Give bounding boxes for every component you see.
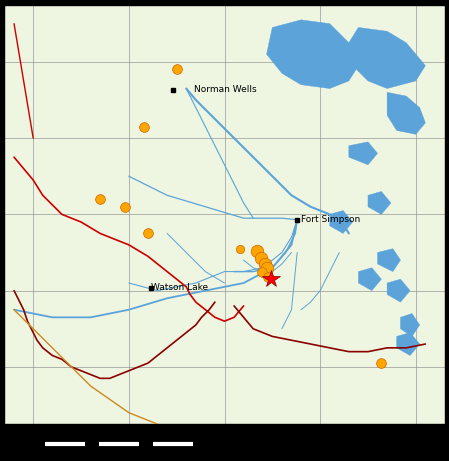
Text: Watson Lake: Watson Lake (151, 284, 208, 292)
Text: Fort Simpson: Fort Simpson (301, 215, 360, 224)
Polygon shape (330, 211, 352, 233)
Polygon shape (378, 248, 401, 272)
Polygon shape (349, 142, 378, 165)
Text: Norman Wells: Norman Wells (194, 85, 256, 94)
Polygon shape (349, 28, 425, 89)
Polygon shape (387, 279, 410, 302)
Polygon shape (387, 92, 425, 134)
Polygon shape (358, 268, 381, 290)
Polygon shape (401, 313, 420, 337)
Polygon shape (368, 191, 391, 214)
Polygon shape (267, 20, 358, 89)
Polygon shape (396, 332, 420, 355)
